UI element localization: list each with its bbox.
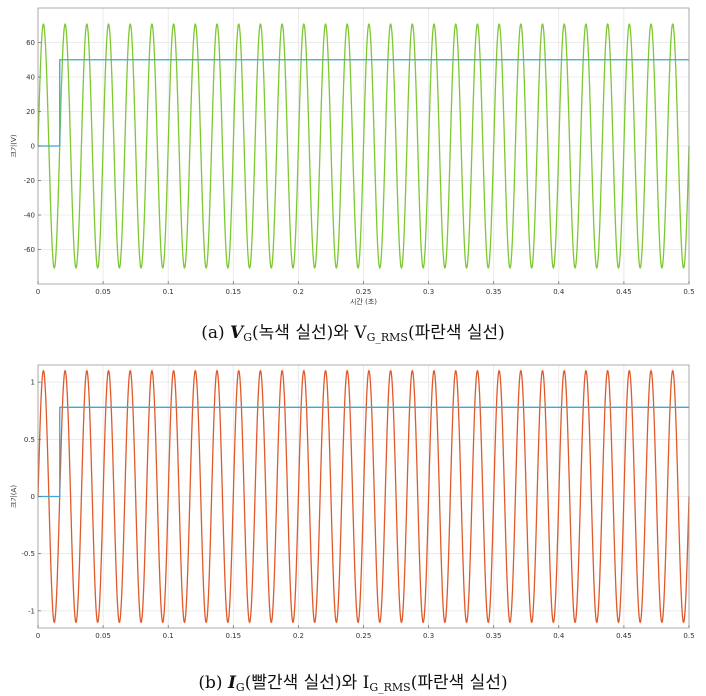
x-tick-label: 0.25: [356, 632, 372, 640]
x-tick-label: 0.2: [293, 288, 304, 296]
x-tick-label: 0.35: [486, 632, 502, 640]
caption-b-prefix: (b): [198, 673, 228, 693]
x-tick-label: 0.4: [553, 632, 565, 640]
y-tick-label: -0.5: [21, 550, 35, 558]
x-tick-label: 0.3: [423, 632, 434, 640]
x-tick-label: 0.5: [683, 288, 694, 296]
y-tick-label: 0: [31, 493, 35, 501]
y-tick-label: 1: [31, 379, 35, 387]
y-tick-label: 60: [26, 39, 35, 47]
x-tick-label: 0.3: [423, 288, 434, 296]
series-line-1: [37, 23, 690, 269]
chart-panel-b: 0 0.05 0.1 0.15 0.2 0.25 0.3 0.35 0.4 0.45 0.5 -1 -0…: [0, 352, 706, 696]
x-tick-label: 0.15: [226, 288, 242, 296]
y-tick-label: -60: [24, 246, 35, 254]
x-tick-label: 0.25: [356, 288, 372, 296]
y-tick-label: -40: [24, 212, 35, 220]
x-tick-label: 0.1: [163, 288, 174, 296]
x-tick-label: 0.1: [163, 632, 174, 640]
caption-a-symbol-sub: G: [243, 331, 252, 344]
series-line-2: [38, 406, 689, 498]
series-line-2: [38, 59, 689, 147]
caption-b-mid: (빨간색 실선)와 I: [244, 673, 370, 693]
y-tick-label: -1: [28, 607, 35, 615]
caption-a-mid: (녹색 실선)와 V: [252, 323, 367, 343]
y-tick-label: 0.5: [24, 436, 35, 444]
x-tick-label: 0: [36, 288, 40, 296]
caption-b-symbol: I: [227, 673, 236, 693]
y-tick-label: -20: [24, 177, 35, 185]
y-tick-label: 40: [26, 74, 35, 82]
x-tick-label: 0.45: [616, 288, 632, 296]
x-axis-label: 시간 (초): [350, 297, 377, 306]
caption-a-prefix: (a): [201, 323, 230, 343]
x-tick-label: 0.05: [95, 288, 111, 296]
x-tick-label: 0: [36, 632, 40, 640]
caption-a-symbol: V: [230, 323, 244, 343]
voltage-chart: 0 0.05 0.1 0.15 0.2 0.25 0.3 0.35 0.4 0.45 0.5 -60 -…: [9, 7, 695, 306]
y-axis-label: 크기(V): [9, 134, 18, 157]
caption-a: (a) VG(녹색 실선)와 VG_RMS(파란색 실선): [0, 318, 706, 344]
caption-b-suffix: (파란색 실선): [410, 673, 508, 693]
series-line-1: [37, 369, 690, 624]
x-tick-label: 0.15: [226, 632, 242, 640]
x-tick-label: 0.4: [553, 288, 565, 296]
y-axis-label: 크기(A): [9, 485, 18, 508]
y-tick-label: 20: [26, 108, 35, 116]
current-chart: 0 0.05 0.1 0.15 0.2 0.25 0.3 0.35 0.4 0.45 0.5 -1 -0…: [9, 364, 695, 640]
caption-b-symbol-sub: G: [235, 681, 245, 694]
x-tick-label: 0.2: [293, 632, 304, 640]
caption-b: (b) IG(빨간색 실선)와 IG_RMS(파란색 실선): [0, 668, 706, 694]
caption-a-suffix: (파란색 실선): [407, 323, 505, 343]
y-tick-label: 0: [31, 143, 35, 151]
x-tick-label: 0.45: [616, 632, 632, 640]
caption-a-mid-sub: G_RMS: [366, 331, 408, 344]
chart-panel-a: 0 0.05 0.1 0.15 0.2 0.25 0.3 0.35 0.4 0.45 0.5 -60 -…: [0, 0, 706, 346]
caption-b-mid-sub: G_RMS: [369, 681, 411, 694]
x-tick-label: 0.05: [95, 632, 111, 640]
x-tick-label: 0.5: [683, 632, 694, 640]
x-tick-label: 0.35: [486, 288, 502, 296]
